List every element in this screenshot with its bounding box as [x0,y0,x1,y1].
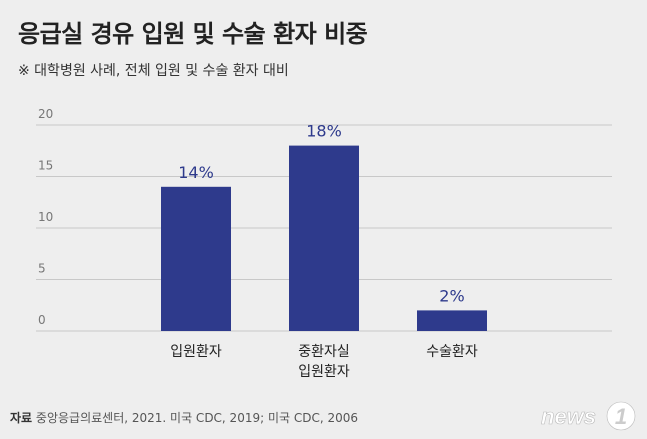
svg-text:1: 1 [615,404,627,429]
value-label: 2% [439,286,464,305]
news1-logo: news 1 [541,401,636,431]
y-tick-label: 15 [38,159,53,173]
category-labels: 입원환자 중환자실 입원환자 수술환자 [170,344,478,380]
source-text: 중앙응급의료센터, 2021. 미국 CDC, 2019; 미국 CDC, 20… [35,411,359,425]
chart-subtitle: ※ 대학병원 사례, 전체 입원 및 수술 환자 대비 [18,63,289,79]
category-label: 입원환자 [170,344,222,360]
bars [161,145,487,331]
value-label: 18% [306,122,342,141]
svg-text:news: news [541,404,596,429]
y-axis-ticks: 0 5 10 15 20 [38,107,53,327]
bar-chart: 0 5 10 15 20 14% 18% 2% 입원환자 중환자실 입원환자 수술환자 [36,107,612,380]
y-tick-label: 5 [38,262,46,276]
value-labels: 14% 18% 2% [178,122,464,306]
category-label: 수술환자 [426,344,478,360]
y-tick-label: 0 [38,313,46,327]
category-label: 중환자실 입원환자 [298,344,350,380]
y-tick-label: 20 [38,107,53,121]
bar [161,186,231,331]
source-note: 자료 중앙응급의료센터, 2021. 미국 CDC, 2019; 미국 CDC,… [10,409,358,426]
source-label: 자료 [10,411,33,425]
bar [417,310,487,331]
y-tick-label: 10 [38,210,53,224]
bar [289,145,359,331]
chart-title: 응급실 경유 입원 및 수술 환자 비중 [18,20,368,48]
value-label: 14% [178,163,214,182]
